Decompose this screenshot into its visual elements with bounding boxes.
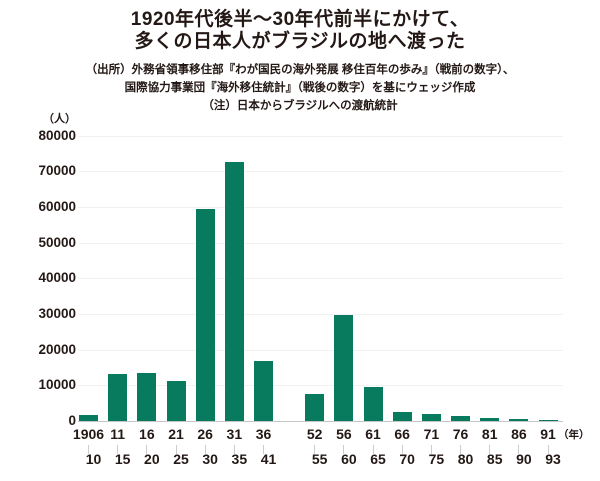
y-axis-tick-label: 0 (68, 413, 76, 428)
gridline (78, 242, 563, 244)
bar-86 (509, 419, 529, 421)
gridline (78, 349, 563, 351)
y-axis-tick-label: 40000 (38, 270, 76, 286)
y-axis-tick-label: 70000 (38, 163, 76, 179)
x-axis-tick (343, 445, 345, 454)
x-axis-label-start-year: 11 (110, 426, 126, 442)
source-note-line2: 国際協力事業団『海外移住統計』（戦後の数字）を基にウェッジ作成 (124, 82, 476, 94)
x-axis-tick (175, 445, 177, 454)
x-axis-tick (263, 445, 265, 454)
x-axis-label-end-year: 90 (516, 450, 532, 467)
x-axis-label-end-year: 30 (202, 450, 218, 467)
x-axis-label-start-year: 86 (511, 426, 527, 442)
x-axis-label-end-year: 70 (399, 450, 415, 467)
x-axis-tick (146, 445, 148, 454)
x-axis-tick (372, 445, 374, 454)
x-axis-label-start-year: 16 (139, 426, 155, 442)
gridline (78, 135, 563, 137)
y-axis-tick-label: 60000 (38, 198, 76, 214)
x-axis-label-start-year: 36 (255, 426, 272, 442)
source-note-line3: （注）日本からブラジルへの渡航統計 (202, 100, 398, 112)
bar-71 (421, 413, 441, 421)
x-axis-label-end-year: 65 (370, 450, 386, 467)
source-note: （出所）外務省領事移住部『わが国民の海外発展 移住百年の歩み』（戦前の数字）、 … (0, 61, 600, 115)
bar-81 (480, 417, 500, 421)
x-axis-tick (204, 445, 206, 454)
y-axis-tick-label: 80000 (38, 127, 76, 143)
x-axis-label-start-year: 66 (394, 426, 410, 442)
y-axis-tick-label: 50000 (38, 234, 76, 250)
x-axis-tick (88, 445, 89, 454)
x-axis-label-start-year: 1906 (72, 426, 105, 442)
gridline (78, 171, 563, 173)
x-axis-label-end-year: 10 (85, 450, 102, 467)
x-axis-label-start-year: 71 (423, 426, 440, 442)
x-axis-label-start-year: 52 (306, 426, 323, 442)
x-axis-label-end-year: 80 (457, 450, 474, 467)
x-axis-label-start-year: 56 (336, 426, 352, 442)
x-axis-tick (314, 445, 316, 454)
bar-61 (363, 387, 383, 421)
x-axis-label-end-year: 85 (486, 450, 503, 467)
x-axis-label-end-year: 15 (114, 450, 131, 467)
bar-31 (224, 162, 244, 421)
chart-title-line2: 多くの日本人がブラジルの地へ渡った (134, 31, 466, 52)
x-axis-label-end-year: 41 (260, 450, 277, 467)
bar-36 (254, 361, 274, 421)
bar-1906 (79, 414, 98, 421)
bar-56 (334, 315, 354, 421)
x-axis-label-end-year: 55 (311, 450, 328, 467)
x-axis-unit-label: （年） (558, 428, 590, 441)
x-axis-label-start-year: 31 (226, 426, 243, 442)
gridline (78, 385, 563, 387)
x-axis-tick (233, 445, 235, 454)
x-axis-tick (489, 445, 491, 454)
bar-26 (195, 208, 215, 421)
y-axis-tick-label: 20000 (38, 341, 76, 357)
x-axis-label-end-year: 20 (144, 450, 160, 467)
x-axis-tick (401, 445, 403, 454)
x-axis-tick (518, 445, 520, 454)
x-axis-label-start-year: 81 (481, 426, 498, 442)
x-axis-label-start-year: 61 (365, 426, 381, 442)
x-axis-label-end-year: 25 (173, 450, 189, 467)
x-axis-label-start-year: 21 (168, 426, 184, 442)
x-axis-label-start-year: 91 (540, 426, 556, 442)
x-axis-tick (460, 445, 462, 454)
gridline (78, 206, 563, 208)
bar-16 (137, 372, 157, 421)
y-axis-unit-label: （人） (43, 113, 76, 125)
x-axis-label-end-year: 75 (428, 450, 445, 467)
x-axis-label-start-year: 76 (452, 426, 469, 442)
bar-91 (538, 420, 558, 421)
bar-11 (108, 373, 128, 421)
y-axis-tick-label: 10000 (38, 377, 76, 393)
x-axis-tick (117, 445, 119, 454)
x-axis-label-end-year: 93 (545, 450, 561, 467)
chart-title: 1920年代後半～30年代前半にかけて、 多くの日本人がブラジルの地へ渡った (0, 9, 600, 53)
gridline (78, 278, 563, 280)
x-axis-line (78, 420, 563, 422)
x-axis-tick (547, 445, 549, 454)
chart-title-line1: 1920年代後半～30年代前半にかけて、 (130, 9, 470, 30)
bar-66 (392, 411, 412, 421)
gridline (78, 313, 563, 315)
source-note-line1: （出所）外務省領事移住部『わが国民の海外発展 移住百年の歩み』（戦前の数字）、 (85, 64, 515, 76)
bar-76 (451, 415, 471, 421)
x-axis-label-end-year: 35 (231, 450, 248, 467)
x-axis-label-start-year: 26 (197, 426, 213, 442)
x-axis-label-end-year: 60 (341, 450, 357, 467)
x-axis-tick (430, 445, 432, 454)
bar-21 (166, 380, 186, 421)
bar-52 (305, 393, 325, 421)
y-axis-tick-label: 30000 (38, 305, 76, 321)
